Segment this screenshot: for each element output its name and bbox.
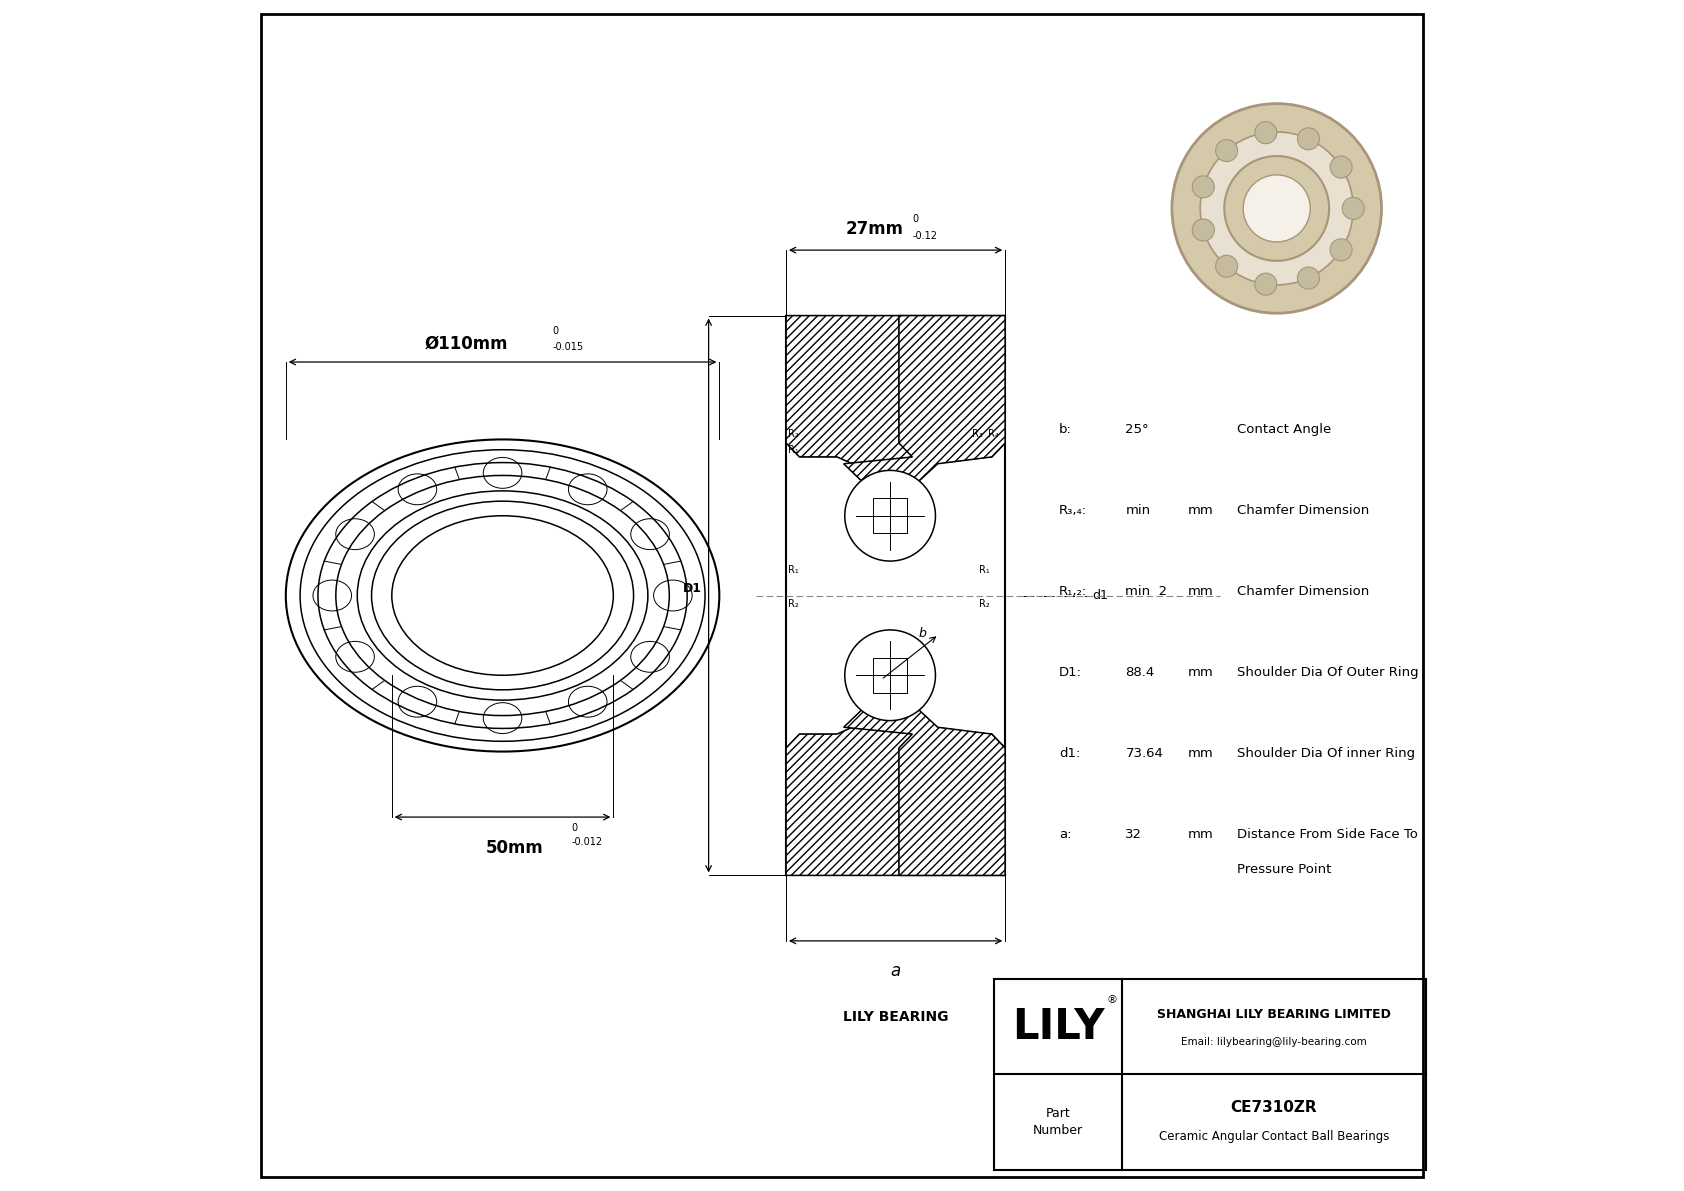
Text: 0: 0 [571,823,578,833]
Polygon shape [786,316,1005,480]
Text: mm: mm [1187,828,1212,841]
Circle shape [1201,132,1354,285]
Text: d1: d1 [1093,590,1108,601]
Text: R₁,₂:: R₁,₂: [1059,585,1086,598]
Polygon shape [844,316,1005,500]
Text: LILY: LILY [1012,1005,1105,1048]
Text: -0.12: -0.12 [913,231,938,241]
Text: Chamfer Dimension: Chamfer Dimension [1238,585,1369,598]
Text: R₁: R₁ [788,445,800,455]
Text: R₄: R₄ [989,429,999,439]
Text: mm: mm [1187,666,1212,679]
Polygon shape [786,711,1005,875]
Circle shape [1243,175,1310,242]
Text: 88.4: 88.4 [1125,666,1155,679]
Text: min  2: min 2 [1125,585,1167,598]
Bar [872,657,908,693]
Text: a: a [891,962,901,980]
Text: R₁: R₁ [788,565,800,575]
Text: min: min [1125,504,1150,517]
Circle shape [1255,121,1276,144]
Text: SHANGHAI LILY BEARING LIMITED: SHANGHAI LILY BEARING LIMITED [1157,1009,1391,1021]
Text: mm: mm [1187,747,1212,760]
Text: 50mm: 50mm [485,838,544,856]
Circle shape [1330,156,1352,179]
Circle shape [845,470,935,561]
Text: R₂: R₂ [788,599,800,609]
Text: R₃: R₃ [972,429,983,439]
Text: CE7310ZR: CE7310ZR [1231,1100,1317,1115]
Text: 25°: 25° [1125,423,1148,436]
Text: Contact Angle: Contact Angle [1238,423,1332,436]
Text: D1: D1 [682,582,702,594]
Text: 73.64: 73.64 [1125,747,1164,760]
Text: Ceramic Angular Contact Ball Bearings: Ceramic Angular Contact Ball Bearings [1159,1130,1389,1142]
Text: b:: b: [1059,423,1071,436]
Text: 27mm: 27mm [845,220,903,238]
Circle shape [1224,156,1329,261]
Text: R₂: R₂ [978,599,990,609]
Text: LILY BEARING: LILY BEARING [844,1010,948,1024]
Text: Shoulder Dia Of inner Ring: Shoulder Dia Of inner Ring [1238,747,1416,760]
Circle shape [1192,176,1214,198]
Text: Shoulder Dia Of Outer Ring: Shoulder Dia Of Outer Ring [1238,666,1420,679]
Text: D1:: D1: [1059,666,1081,679]
Text: mm: mm [1187,585,1212,598]
Text: Distance From Side Face To: Distance From Side Face To [1238,828,1418,841]
Circle shape [1255,273,1276,295]
Circle shape [1297,267,1320,289]
Text: -0.015: -0.015 [552,343,584,353]
Circle shape [1192,219,1214,241]
Polygon shape [844,691,1005,875]
Circle shape [1330,238,1352,261]
Circle shape [1172,104,1381,313]
Text: 0: 0 [552,326,559,336]
Bar [995,979,1426,1170]
Text: a:: a: [1059,828,1071,841]
Circle shape [1216,139,1238,162]
Text: ®: ® [1106,994,1118,1005]
Bar [872,498,908,534]
Text: d1:: d1: [1059,747,1079,760]
Circle shape [1342,198,1364,219]
Text: Pressure Point: Pressure Point [1238,863,1332,877]
Text: Part
Number: Part Number [1032,1106,1083,1137]
Circle shape [1216,255,1238,278]
Text: -0.012: -0.012 [571,837,603,847]
Text: R₁: R₁ [978,565,990,575]
Text: Email: lilybearing@lily-bearing.com: Email: lilybearing@lily-bearing.com [1180,1037,1367,1047]
Text: 0: 0 [913,214,918,224]
Text: mm: mm [1187,504,1212,517]
Circle shape [1297,127,1320,150]
Text: b: b [919,628,926,641]
Text: 32: 32 [1125,828,1142,841]
Text: R₂: R₂ [788,429,800,439]
Text: R₃,₄:: R₃,₄: [1059,504,1086,517]
Text: Ø110mm: Ø110mm [424,335,509,353]
Text: Chamfer Dimension: Chamfer Dimension [1238,504,1369,517]
Circle shape [845,630,935,721]
